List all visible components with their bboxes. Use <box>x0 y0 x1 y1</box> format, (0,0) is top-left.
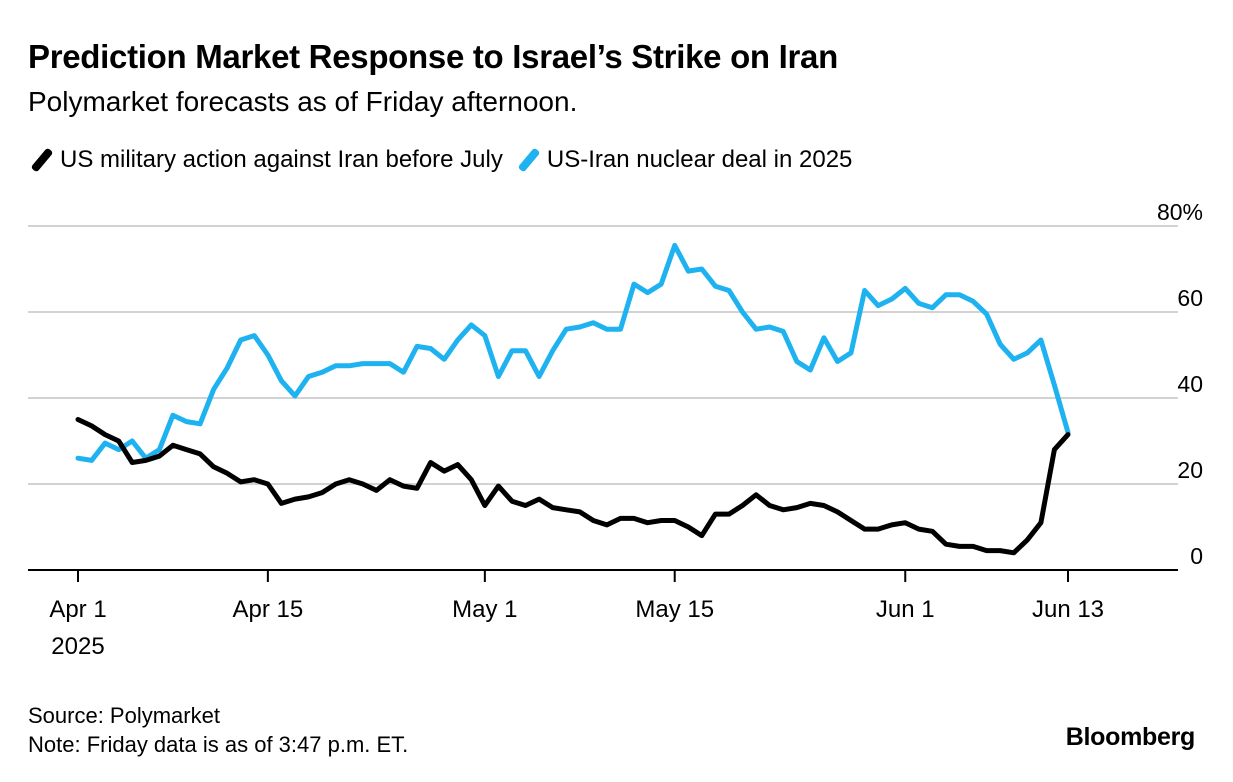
legend-item-nuclear-deal: US-Iran nuclear deal in 2025 <box>515 146 853 174</box>
series-line-nuclear-deal <box>75 242 1071 463</box>
legend-label-military-action: US military action against Iran before J… <box>60 146 503 173</box>
x-tick-label-1: Apr 15 <box>233 596 304 623</box>
x-tick-label-2: May 1 <box>452 596 517 623</box>
bloomberg-logo: Bloomberg <box>1065 723 1196 751</box>
x-tick-sublabel-0: 2025 <box>51 633 104 660</box>
x-tick-label-0: Apr 1 <box>49 596 106 623</box>
legend-label-nuclear-deal: US-Iran nuclear deal in 2025 <box>546 146 853 173</box>
y-tick-label-60: 60 <box>1177 285 1203 311</box>
x-tick-label-5: Jun 13 <box>1032 596 1104 623</box>
x-tick-label-3: May 15 <box>635 596 714 623</box>
y-tick-label-40: 40 <box>1177 371 1203 397</box>
series-line-military-action <box>75 417 1071 556</box>
chart-title: Prediction Market Response to Israel’s S… <box>28 38 838 75</box>
y-tick-label-20: 20 <box>1177 457 1203 483</box>
legend: US military action against Iran before J… <box>28 146 864 174</box>
y-tick-label-80: 80% <box>1157 199 1203 225</box>
chart-subtitle: Polymarket forecasts as of Friday aftern… <box>28 86 578 117</box>
legend-item-military-action: US military action against Iran before J… <box>28 146 503 174</box>
source-text: Source: Polymarket <box>28 703 220 728</box>
x-tick-label-4: Jun 1 <box>876 596 935 623</box>
y-tick-label-0: 0 <box>1190 543 1203 569</box>
note-text: Note: Friday data is as of 3:47 p.m. ET. <box>28 732 409 757</box>
source-notes: Source: Polymarket Note: Friday data is … <box>28 701 408 759</box>
